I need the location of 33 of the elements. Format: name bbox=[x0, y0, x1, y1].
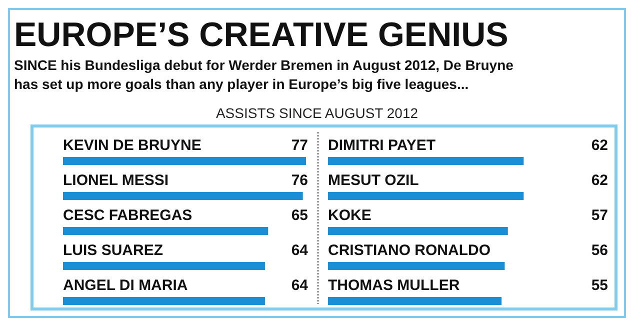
y-tick-label: DIMITRI PAYET bbox=[328, 137, 436, 154]
chart-subtitle: SINCE his Bundesliga debut for Werder Bremen in August 2012, De Bruyne has set up more goals than any player in Europe’s big five leagues... bbox=[14, 57, 514, 92]
y-tick-label: CRISTIANO RONALDO bbox=[328, 242, 491, 259]
data-label: 57 bbox=[591, 207, 608, 224]
bar bbox=[328, 262, 505, 270]
y-tick-label: MESUT OZIL bbox=[328, 172, 419, 189]
bar bbox=[328, 192, 524, 200]
data-label: 65 bbox=[291, 207, 308, 224]
y-tick-label: THOMAS MULLER bbox=[328, 277, 460, 294]
x-axis-title: ASSISTS SINCE AUGUST 2012 bbox=[216, 105, 418, 121]
data-label: 56 bbox=[591, 242, 608, 259]
y-tick-label: LIONEL MESSI bbox=[63, 172, 169, 189]
data-label: 64 bbox=[291, 277, 309, 294]
y-tick-label: LUIS SUAREZ bbox=[63, 242, 164, 259]
bar bbox=[63, 192, 303, 200]
data-label: 77 bbox=[291, 137, 308, 154]
bar bbox=[328, 157, 524, 165]
data-label: 64 bbox=[291, 242, 309, 259]
bar bbox=[328, 297, 502, 305]
bar bbox=[63, 157, 306, 165]
y-tick-label: KOKE bbox=[328, 207, 372, 224]
chart-title: EUROPE’S CREATIVE GENIUS bbox=[14, 16, 508, 54]
data-label: 76 bbox=[291, 172, 308, 189]
data-label: 62 bbox=[591, 137, 608, 154]
bar bbox=[63, 262, 265, 270]
bar bbox=[328, 227, 508, 235]
bar bbox=[63, 227, 268, 235]
y-tick-label: CESC FABREGAS bbox=[63, 207, 192, 224]
y-tick-label: KEVIN DE BRUYNE bbox=[63, 137, 202, 154]
data-label: 55 bbox=[591, 277, 608, 294]
data-label: 62 bbox=[591, 172, 608, 189]
y-tick-label: ANGEL DI MARIA bbox=[63, 277, 188, 294]
bar bbox=[63, 297, 265, 305]
